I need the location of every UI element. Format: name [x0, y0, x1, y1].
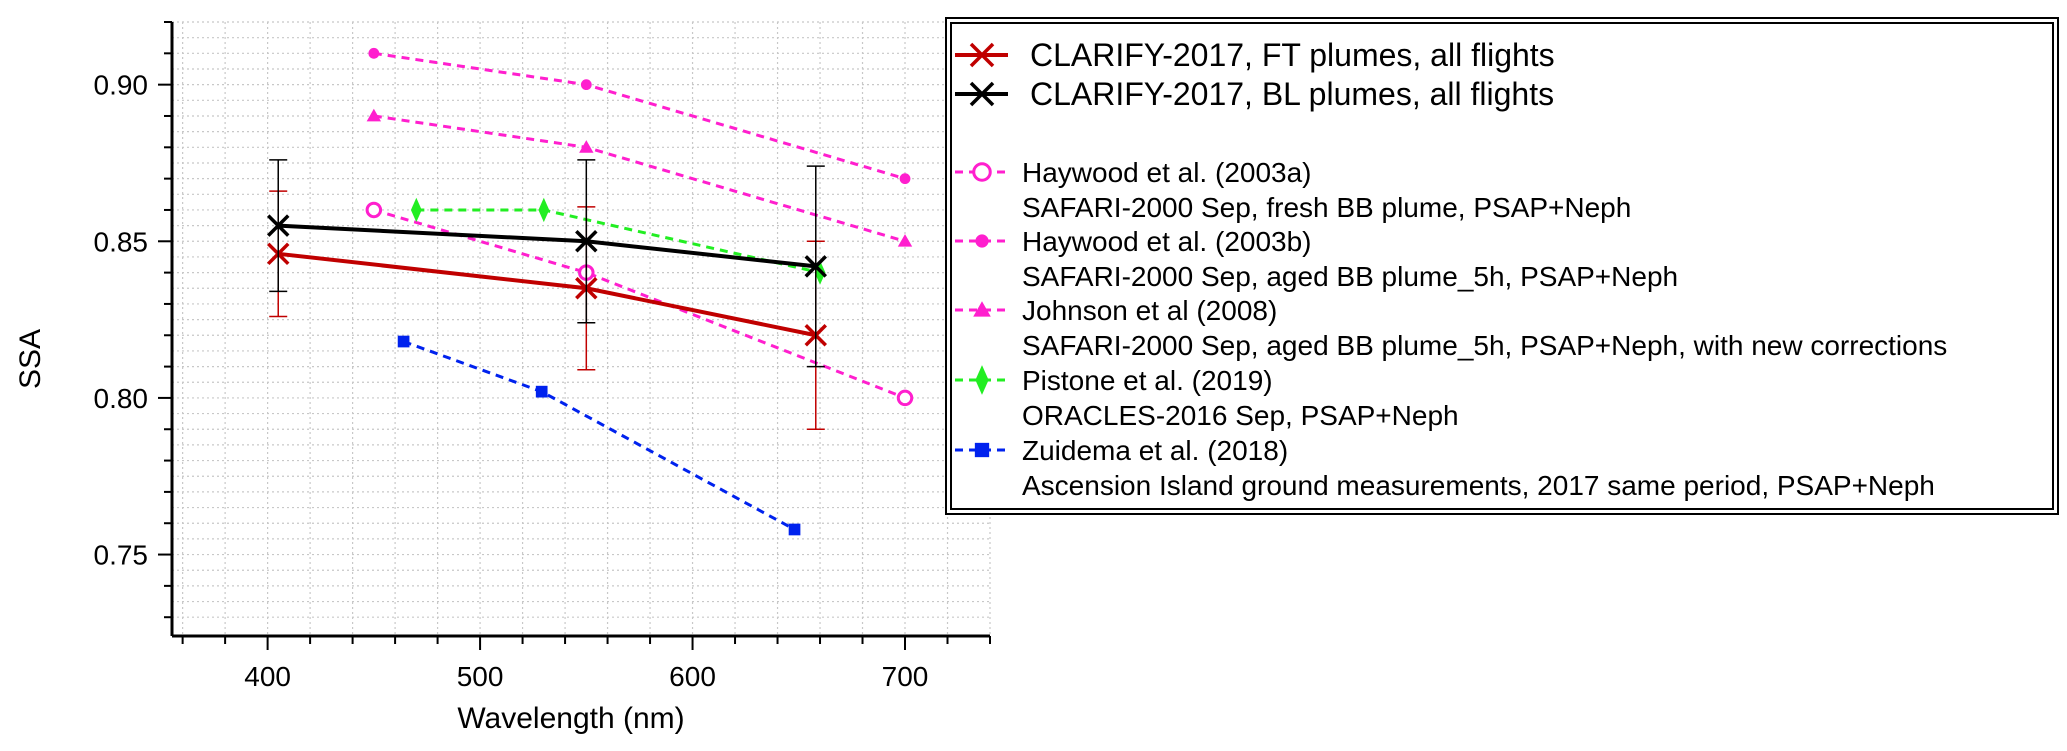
data-point [579, 140, 594, 153]
legend-entry-4: Johnson et al (2008) SAFARI-2000 Sep, age… [955, 295, 1947, 361]
legend-frame-inner [950, 22, 2054, 510]
legend-marker [969, 42, 995, 68]
data-point [896, 389, 914, 407]
x-tick-label: 400 [244, 661, 291, 692]
y-tick-label: 0.85 [94, 226, 149, 257]
x-tick-label: 700 [882, 661, 929, 692]
x-axis-title: Wavelength (nm) [457, 702, 684, 735]
legend-marker [973, 301, 991, 317]
legend-description: SAFARI-2000 Sep, aged BB plume_5h, PSAP+… [1022, 261, 1678, 292]
legend-label: Pistone et al. (2019) [1022, 365, 1273, 396]
data-point [899, 173, 911, 185]
data-point [365, 201, 383, 219]
series-layer [266, 47, 914, 536]
data-point [368, 47, 380, 59]
legend-entry-3: Haywood et al. (2003b) SAFARI-2000 Sep, a… [955, 226, 1678, 292]
data-point [535, 385, 548, 398]
axes: 400 500 600 700 0.75 0.80 0.85 0.90 Wavelength (… [14, 21, 991, 735]
legend-marker [972, 162, 992, 182]
data-point [788, 523, 801, 536]
legend-label: Haywood et al. (2003b) [1022, 226, 1312, 257]
data-point [266, 214, 290, 237]
legend-description: SAFARI-2000 Sep, fresh BB plume, PSAP+Ne… [1022, 192, 1631, 223]
data-point [580, 79, 592, 91]
legend-label: Johnson et al (2008) [1022, 295, 1277, 326]
data-point [538, 197, 550, 223]
series-1 [266, 159, 828, 368]
legend-frame-outer [945, 17, 2059, 515]
y-tick-label: 0.75 [94, 540, 149, 571]
series-3 [368, 47, 911, 185]
legend-entry-1: CLARIFY-2017, BL plumes, all flights [955, 76, 1554, 112]
legend: CLARIFY-2017, FT plumes, all flightsCLAR… [945, 17, 2059, 515]
data-point [897, 234, 913, 247]
legend-entry-2: Haywood et al. (2003a) SAFARI-2000 Sep, f… [955, 157, 1631, 223]
legend-entry-0: CLARIFY-2017, FT plumes, all flights [955, 37, 1555, 73]
data-point [397, 335, 410, 348]
legend-label: Haywood et al. (2003a) [1022, 157, 1312, 188]
series-4 [366, 108, 913, 247]
legend-marker [975, 234, 989, 248]
x-tick-label: 600 [669, 661, 716, 692]
y-tick-label: 0.90 [94, 70, 149, 101]
legend-label: CLARIFY-2017, FT plumes, all flights [1030, 37, 1555, 73]
data-point-stroke [575, 230, 598, 253]
legend-marker [975, 365, 989, 395]
legend-marker [969, 81, 995, 107]
series-line [278, 223, 816, 269]
grid [172, 21, 991, 636]
data-point [575, 230, 598, 253]
data-point [366, 108, 382, 122]
data-point-stroke [266, 214, 290, 237]
legend-marker [974, 442, 990, 458]
series-line [373, 208, 906, 400]
x-tick-label: 500 [457, 661, 504, 692]
series-6 [397, 335, 801, 536]
data-point-stroke [804, 255, 828, 278]
legend-label: Zuidema et al. (2018) [1022, 435, 1288, 466]
data-point [410, 197, 422, 223]
legend-description: Ascension Island ground measurements, 20… [1022, 470, 1935, 501]
y-tick-label: 0.80 [94, 383, 149, 414]
legend-marker-stroke [969, 81, 995, 107]
series-line [403, 340, 796, 531]
legend-description: SAFARI-2000 Sep, aged BB plume_5h, PSAP+… [1022, 330, 1947, 361]
legend-marker-stroke [969, 42, 995, 68]
data-point [804, 255, 828, 278]
legend-entry-5: Pistone et al. (2019) ORACLES-2016 Sep, P… [955, 365, 1459, 431]
legend-label: CLARIFY-2017, BL plumes, all flights [1030, 76, 1554, 112]
y-axis-title: SSA [14, 329, 47, 389]
legend-entry-6: Zuidema et al. (2018) Ascension Island gr… [955, 435, 1935, 501]
legend-description: ORACLES-2016 Sep, PSAP+Neph [1022, 400, 1459, 431]
